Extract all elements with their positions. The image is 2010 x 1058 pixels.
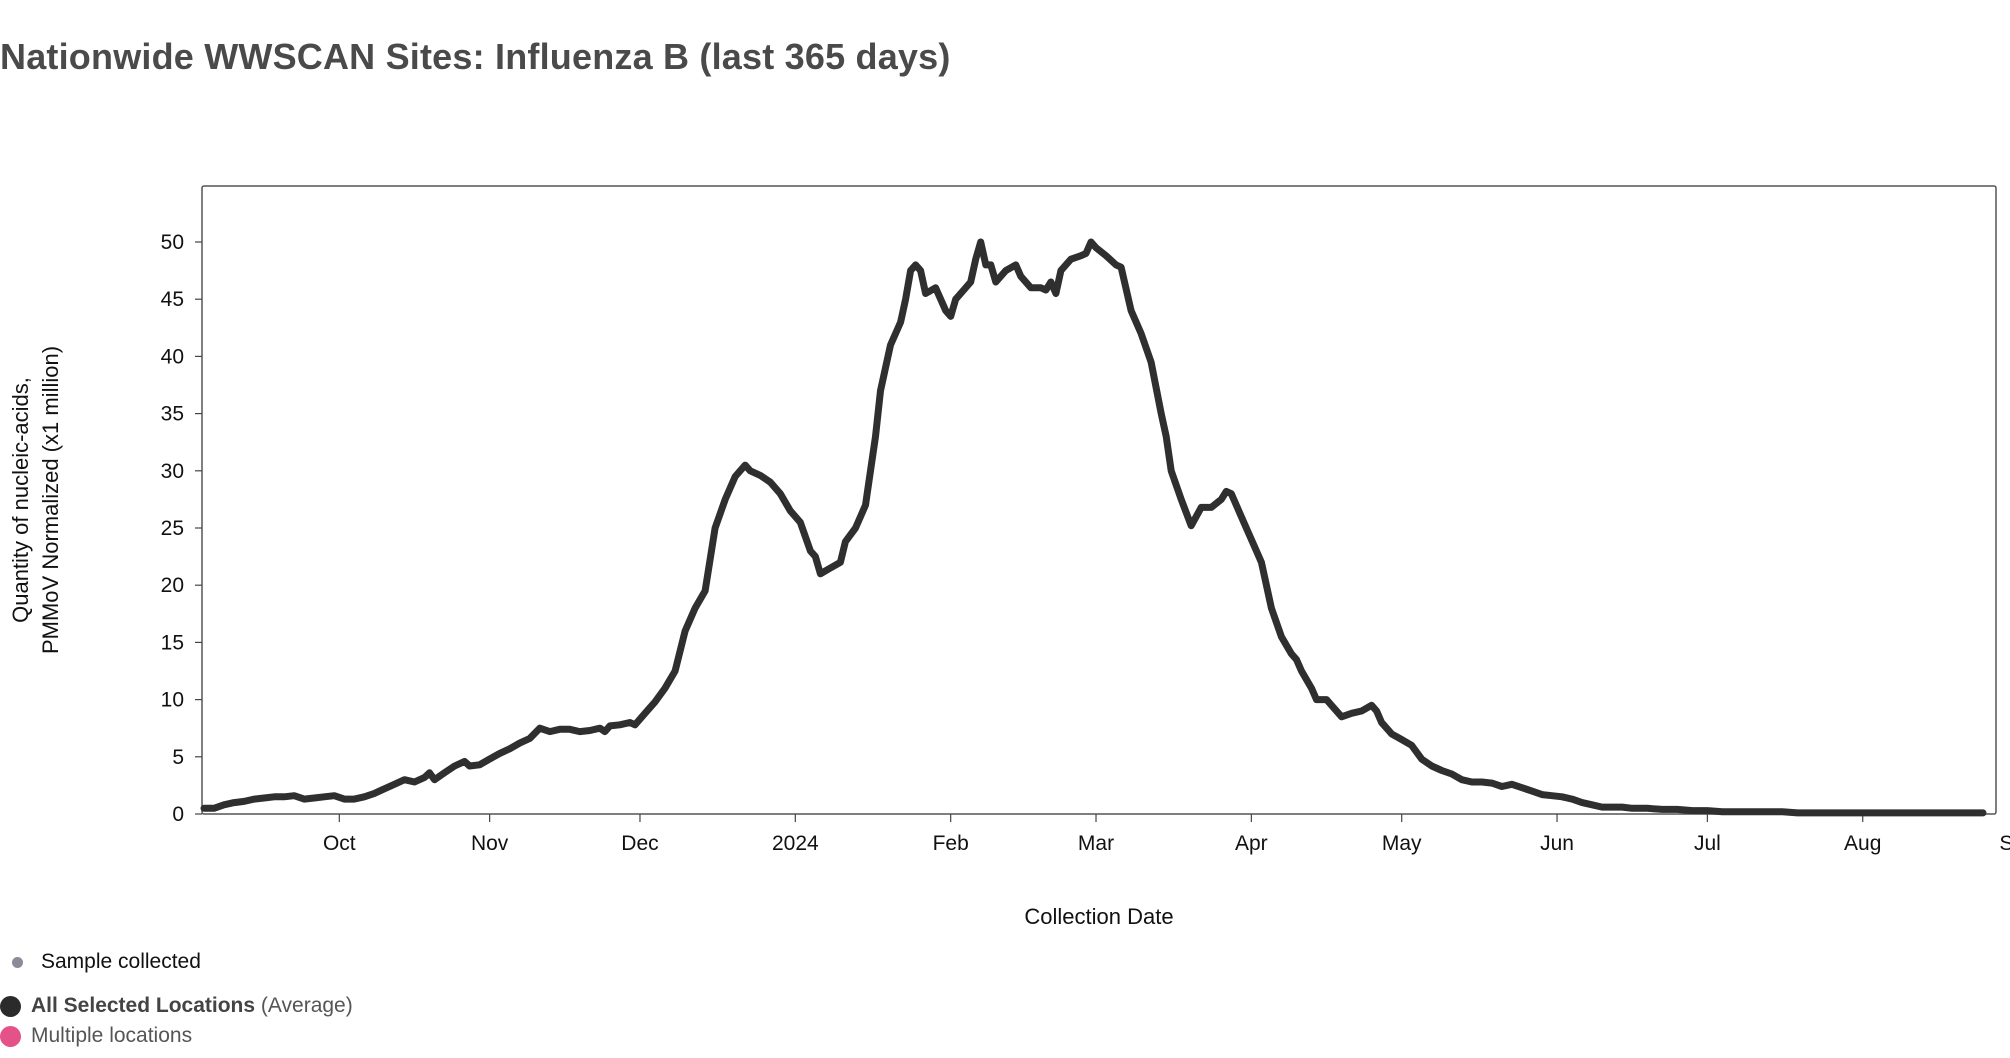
legend-multiple-locations[interactable]: Multiple locations (0, 1024, 192, 1048)
y-tick-label: 10 (161, 689, 184, 712)
x-tick-label: Nov (471, 832, 509, 855)
x-tick-label: Sep (1999, 832, 2010, 855)
y-tick-label: 40 (161, 345, 184, 368)
y-axis-label-line: Quantity of nucleic-acids, (8, 377, 33, 623)
y-tick-label: 25 (161, 517, 184, 540)
average-dot-icon (0, 995, 21, 1017)
plot-frame (201, 185, 1997, 815)
y-tick-label: 20 (161, 574, 184, 597)
legend-multi-label: Multiple locations (31, 1024, 193, 1047)
y-tick-label: 15 (161, 631, 184, 654)
x-tick-label: Dec (621, 832, 658, 855)
y-tick-label: 50 (161, 231, 184, 254)
x-tick-label: Apr (1235, 832, 1268, 855)
x-tick-label: Oct (323, 832, 356, 855)
legend-avg-suffix: (Average) (260, 994, 353, 1017)
legend-sample-collected[interactable]: Sample collected (12, 950, 201, 974)
multiple-locations-dot-icon (0, 1025, 21, 1047)
legend-avg-label: All Selected Locations (31, 994, 256, 1017)
y-tick-label: 0 (172, 803, 184, 826)
y-tick-label: 5 (172, 746, 184, 769)
y-tick-label: 35 (161, 403, 184, 426)
y-tick-label: 30 (161, 460, 184, 483)
x-tick-label: Mar (1078, 832, 1114, 855)
y-axis-label-line: PMMoV Normalized (x1 million) (38, 346, 63, 654)
x-tick-label: Jun (1540, 832, 1574, 855)
series-line-average (200, 238, 1987, 817)
x-tick-label: May (1382, 832, 1422, 855)
sample-dot-icon (12, 956, 23, 968)
x-tick-label: Jul (1694, 832, 1721, 855)
line-chart: 0 5 10 15 20 25 30 35 40 45 50 Oct Nov Dec 2024 Feb Mar A… (8, 185, 2010, 929)
legend-all-selected-locations[interactable]: All Selected Locations (Average) (0, 994, 353, 1018)
page-title: Nationwide WWSCAN Sites: Influenza B (la… (0, 36, 951, 77)
x-tick-label: 2024 (772, 832, 819, 855)
legend-sample-label: Sample collected (41, 950, 201, 973)
x-tick-label: Aug (1844, 832, 1881, 855)
x-axis-label: Collection Date (1024, 904, 1173, 929)
x-tick-label: Feb (933, 832, 969, 855)
y-tick-label: 45 (161, 288, 184, 311)
